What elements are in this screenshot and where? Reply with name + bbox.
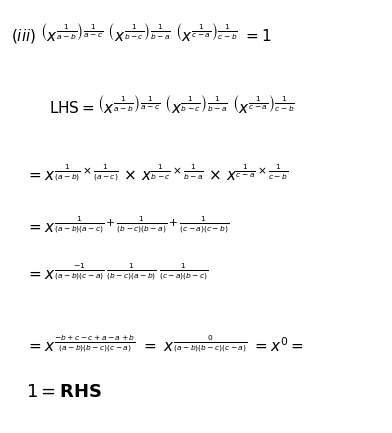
- Text: $= x^{\frac{1}{(a-b)(a-c)}+\frac{1}{(b-c)(b-a)}+\frac{1}{(c-a)(c-b)}}$: $= x^{\frac{1}{(a-b)(a-c)}+\frac{1}{(b-c…: [26, 215, 229, 236]
- Text: $(iii)$ $\left(x^{\frac{1}{a-b}}\right)^{\frac{1}{a-c}}$ $\left(x^{\frac{1}{b-c}: $(iii)$ $\left(x^{\frac{1}{a-b}}\right)^…: [11, 21, 271, 45]
- Text: $= x^{\frac{-b+c-c+a-a+b}{(a-b)(b-c)(c-a)}}$ $=$ $x^{\frac{0}{(a-b)(b-c)(c-a)}}$: $= x^{\frac{-b+c-c+a-a+b}{(a-b)(b-c)(c-a…: [26, 334, 304, 355]
- Text: $= x^{\frac{-1}{(a-b)(c-a)}\;\frac{1}{(b-c)(a-b)}\;\frac{1}{(c-a)(b-c)}}$: $= x^{\frac{-1}{(a-b)(c-a)}\;\frac{1}{(b…: [26, 262, 209, 283]
- Text: $1 = \mathbf{RHS}$: $1 = \mathbf{RHS}$: [26, 383, 102, 401]
- Text: $= x^{\frac{1}{(a-b)}\times\frac{1}{(a-c)}}$ $\times$ $x^{\frac{1}{b-c}\times\fr: $= x^{\frac{1}{(a-b)}\times\frac{1}{(a-c…: [26, 163, 288, 184]
- Text: $\mathrm{LHS} = \left(x^{\frac{1}{a-b}}\right)^{\frac{1}{a-c}}$ $\left(x^{\frac{: $\mathrm{LHS} = \left(x^{\frac{1}{a-b}}\…: [49, 94, 295, 116]
